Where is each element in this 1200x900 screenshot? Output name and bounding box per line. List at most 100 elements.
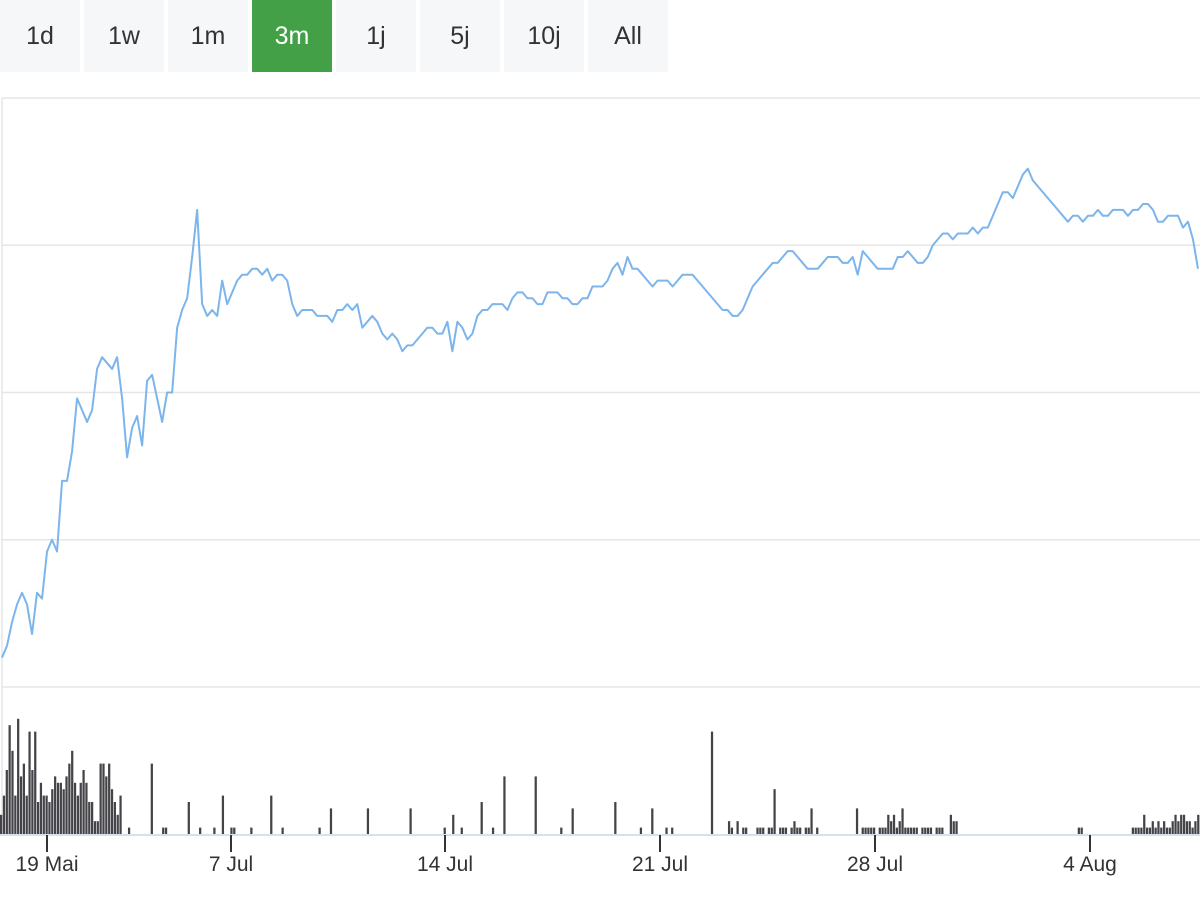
price-point[interactable]: [229, 289, 235, 295]
price-point[interactable]: [529, 295, 535, 301]
price-point[interactable]: [910, 254, 916, 260]
price-point[interactable]: [1065, 219, 1071, 225]
price-point[interactable]: [49, 537, 55, 543]
price-point[interactable]: [1190, 236, 1196, 242]
price-point[interactable]: [755, 278, 761, 284]
price-point[interactable]: [39, 596, 45, 602]
price-point[interactable]: [149, 372, 155, 378]
price-point[interactable]: [409, 342, 415, 348]
price-point[interactable]: [419, 331, 425, 337]
price-point[interactable]: [464, 336, 470, 342]
price-point[interactable]: [635, 266, 641, 272]
price-point[interactable]: [204, 313, 210, 319]
price-point[interactable]: [539, 301, 545, 307]
price-point[interactable]: [129, 425, 135, 431]
price-point[interactable]: [369, 313, 375, 319]
price-point[interactable]: [0, 655, 5, 661]
price-point[interactable]: [184, 295, 190, 301]
price-point[interactable]: [504, 307, 510, 313]
price-point[interactable]: [109, 366, 115, 372]
price-point[interactable]: [725, 307, 731, 313]
price-point[interactable]: [1055, 207, 1061, 213]
price-point[interactable]: [695, 278, 701, 284]
price-point[interactable]: [1015, 183, 1021, 189]
price-point[interactable]: [970, 225, 976, 231]
price-point[interactable]: [765, 266, 771, 272]
price-point[interactable]: [790, 248, 796, 254]
price-point[interactable]: [374, 319, 380, 325]
price-point[interactable]: [1010, 195, 1016, 201]
price-point[interactable]: [384, 336, 390, 342]
price-point[interactable]: [174, 325, 180, 331]
price-point[interactable]: [865, 254, 871, 260]
price-point[interactable]: [740, 307, 746, 313]
price-point[interactable]: [474, 313, 480, 319]
price-point[interactable]: [289, 301, 295, 307]
price-point[interactable]: [975, 230, 981, 236]
price-point[interactable]: [29, 631, 35, 637]
price-point[interactable]: [244, 272, 250, 278]
price-point[interactable]: [640, 272, 646, 278]
price-point[interactable]: [469, 331, 475, 337]
price-point[interactable]: [414, 336, 420, 342]
price-point[interactable]: [379, 331, 385, 337]
price-point[interactable]: [1095, 207, 1101, 213]
price-point[interactable]: [389, 331, 395, 337]
price-point[interactable]: [1040, 189, 1046, 195]
price-point[interactable]: [19, 590, 25, 596]
price-point[interactable]: [124, 454, 130, 460]
price-point[interactable]: [985, 225, 991, 231]
price-point[interactable]: [690, 272, 696, 278]
price-point[interactable]: [735, 313, 741, 319]
price-point[interactable]: [499, 301, 505, 307]
price-point[interactable]: [815, 266, 821, 272]
range-button-10j[interactable]: 10j: [504, 0, 584, 72]
price-point[interactable]: [710, 295, 716, 301]
price-point[interactable]: [650, 283, 656, 289]
price-point[interactable]: [574, 301, 580, 307]
price-point[interactable]: [1030, 177, 1036, 183]
price-point[interactable]: [399, 348, 405, 354]
price-point[interactable]: [610, 266, 616, 272]
price-point[interactable]: [94, 366, 100, 372]
range-button-1m[interactable]: 1m: [168, 0, 248, 72]
price-point[interactable]: [990, 213, 996, 219]
price-point[interactable]: [24, 602, 30, 608]
price-point[interactable]: [454, 319, 460, 325]
price-point[interactable]: [104, 360, 110, 366]
price-point[interactable]: [1175, 213, 1181, 219]
price-point[interactable]: [34, 590, 40, 596]
price-point[interactable]: [1090, 213, 1096, 219]
price-point[interactable]: [219, 278, 225, 284]
price-point[interactable]: [1060, 213, 1066, 219]
price-point[interactable]: [850, 254, 856, 260]
price-point[interactable]: [254, 266, 260, 272]
price-point[interactable]: [780, 254, 786, 260]
price-point[interactable]: [1145, 201, 1151, 207]
price-point[interactable]: [860, 248, 866, 254]
price-point[interactable]: [795, 254, 801, 260]
price-point[interactable]: [1035, 183, 1041, 189]
price-point[interactable]: [925, 254, 931, 260]
price-point[interactable]: [64, 478, 70, 484]
price-point[interactable]: [354, 301, 360, 307]
price-point[interactable]: [89, 407, 95, 413]
price-point[interactable]: [645, 278, 651, 284]
price-point[interactable]: [1135, 207, 1141, 213]
price-point[interactable]: [995, 201, 1001, 207]
price-point[interactable]: [234, 278, 240, 284]
price-point[interactable]: [705, 289, 711, 295]
price-point[interactable]: [69, 448, 75, 454]
price-point[interactable]: [284, 278, 290, 284]
price-point[interactable]: [584, 295, 590, 301]
price-point[interactable]: [309, 307, 315, 313]
price-point[interactable]: [119, 395, 125, 401]
price-point[interactable]: [509, 295, 515, 301]
price-point[interactable]: [1075, 213, 1081, 219]
price-point[interactable]: [1185, 219, 1191, 225]
price-point[interactable]: [349, 307, 355, 313]
price-point[interactable]: [905, 248, 911, 254]
price-point[interactable]: [750, 283, 756, 289]
price-point[interactable]: [715, 301, 721, 307]
price-point[interactable]: [600, 283, 606, 289]
